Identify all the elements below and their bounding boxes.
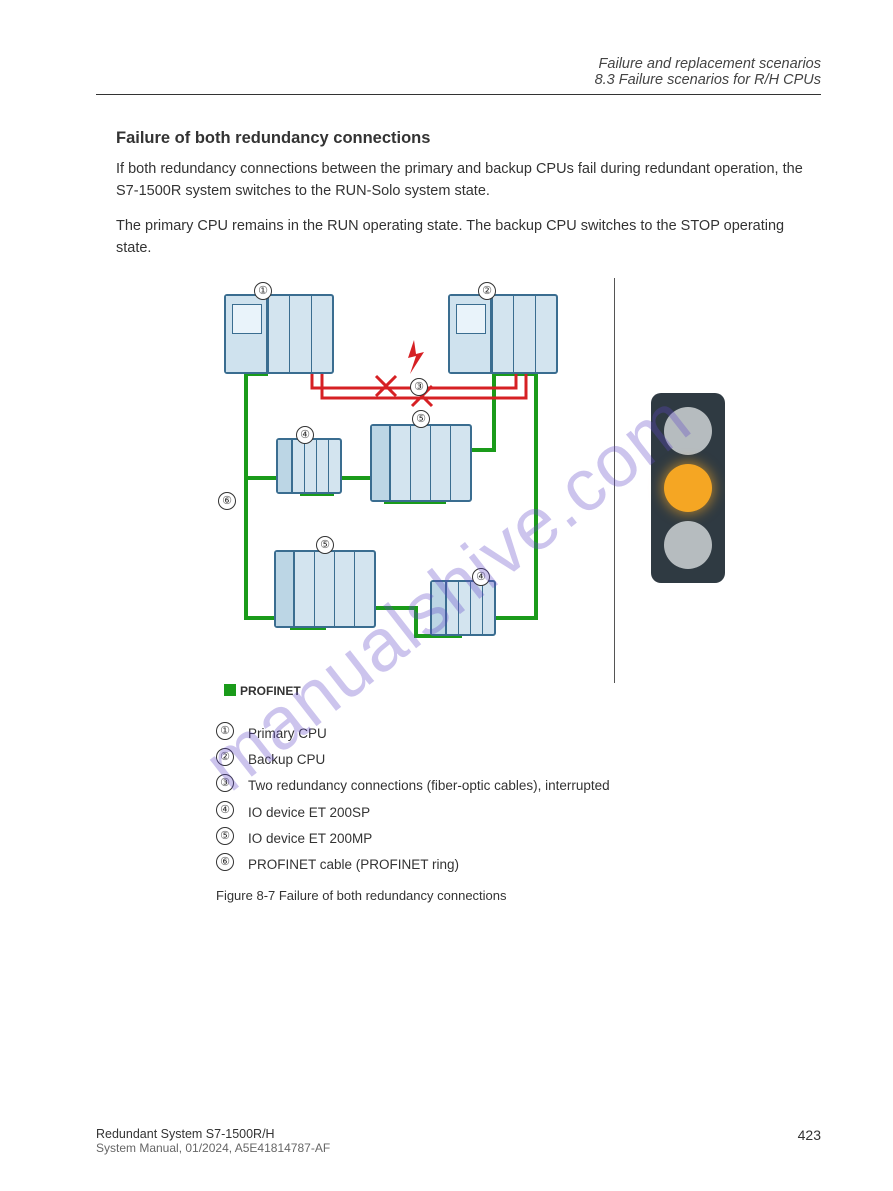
profinet-label-text: PROFINET — [240, 684, 301, 698]
diagram-label: ⑥ — [218, 492, 236, 510]
legend-row: ⑤ IO device ET 200MP — [216, 827, 821, 851]
io-device-et200sp — [276, 438, 342, 494]
footer-page-number: 423 — [798, 1127, 821, 1155]
legend-text: Primary CPU — [248, 722, 327, 746]
body-paragraph-2: The primary CPU remains in the RUN opera… — [116, 215, 821, 260]
figure-divider — [614, 278, 615, 683]
io-device-et200mp — [274, 550, 376, 628]
legend-text: IO device ET 200SP — [248, 801, 370, 825]
legend-row: ② Backup CPU — [216, 748, 821, 772]
diagram-label: ⑤ — [412, 410, 430, 428]
profinet-legend: PROFINET — [224, 684, 301, 698]
io-device-et200mp — [370, 424, 472, 502]
diagram-label: ① — [254, 282, 272, 300]
diagram-label: ④ — [296, 426, 314, 444]
legend-text: IO device ET 200MP — [248, 827, 372, 851]
section-heading: Failure of both redundancy connections — [116, 129, 821, 148]
network-diagram: ① ② ③ ④ ④ ⑤ ⑤ ⑥ PROFINET — [216, 278, 736, 698]
header-section: 8.3 Failure scenarios for R/H CPUs — [96, 72, 821, 88]
lamp-amber — [664, 464, 712, 512]
legend-row: ⑥ PROFINET cable (PROFINET ring) — [216, 853, 821, 877]
page-footer: Redundant System S7-1500R/H System Manua… — [96, 1127, 821, 1155]
legend-text: PROFINET cable (PROFINET ring) — [248, 853, 459, 877]
diagram-label: ② — [478, 282, 496, 300]
profinet-swatch — [224, 684, 236, 696]
legend-number: ⑥ — [216, 853, 234, 871]
diagram-label: ④ — [472, 568, 490, 586]
legend-number: ① — [216, 722, 234, 740]
diagram-label: ⑤ — [316, 536, 334, 554]
io-device-et200sp — [430, 580, 496, 636]
diagram-label: ③ — [410, 378, 428, 396]
legend-text: Backup CPU — [248, 748, 325, 772]
figure-legend: ① Primary CPU ② Backup CPU ③ Two redundancy c… — [216, 722, 821, 878]
legend-row: ④ IO device ET 200SP — [216, 801, 821, 825]
legend-row: ③ Two redundancy connections (fiber-optic… — [216, 774, 821, 798]
legend-row: ① Primary CPU — [216, 722, 821, 746]
primary-cpu — [224, 294, 334, 374]
header-chapter: Failure and replacement scenarios — [96, 56, 821, 72]
backup-cpu — [448, 294, 558, 374]
status-traffic-light — [651, 393, 725, 583]
legend-number: ⑤ — [216, 827, 234, 845]
body-paragraph-1: If both redundancy connections between t… — [116, 158, 821, 203]
legend-number: ② — [216, 748, 234, 766]
figure-caption: Figure 8-7 Failure of both redundancy co… — [216, 888, 821, 903]
lamp-red — [664, 407, 712, 455]
lamp-green — [664, 521, 712, 569]
legend-number: ④ — [216, 801, 234, 819]
legend-text: Two redundancy connections (fiber-optic … — [248, 774, 610, 798]
legend-number: ③ — [216, 774, 234, 792]
page-header: Failure and replacement scenarios 8.3 Fa… — [96, 56, 821, 95]
footer-doc-sub: System Manual, 01/2024, A5E41814787-AF — [96, 1141, 330, 1155]
footer-doc-title: Redundant System S7-1500R/H — [96, 1127, 330, 1141]
